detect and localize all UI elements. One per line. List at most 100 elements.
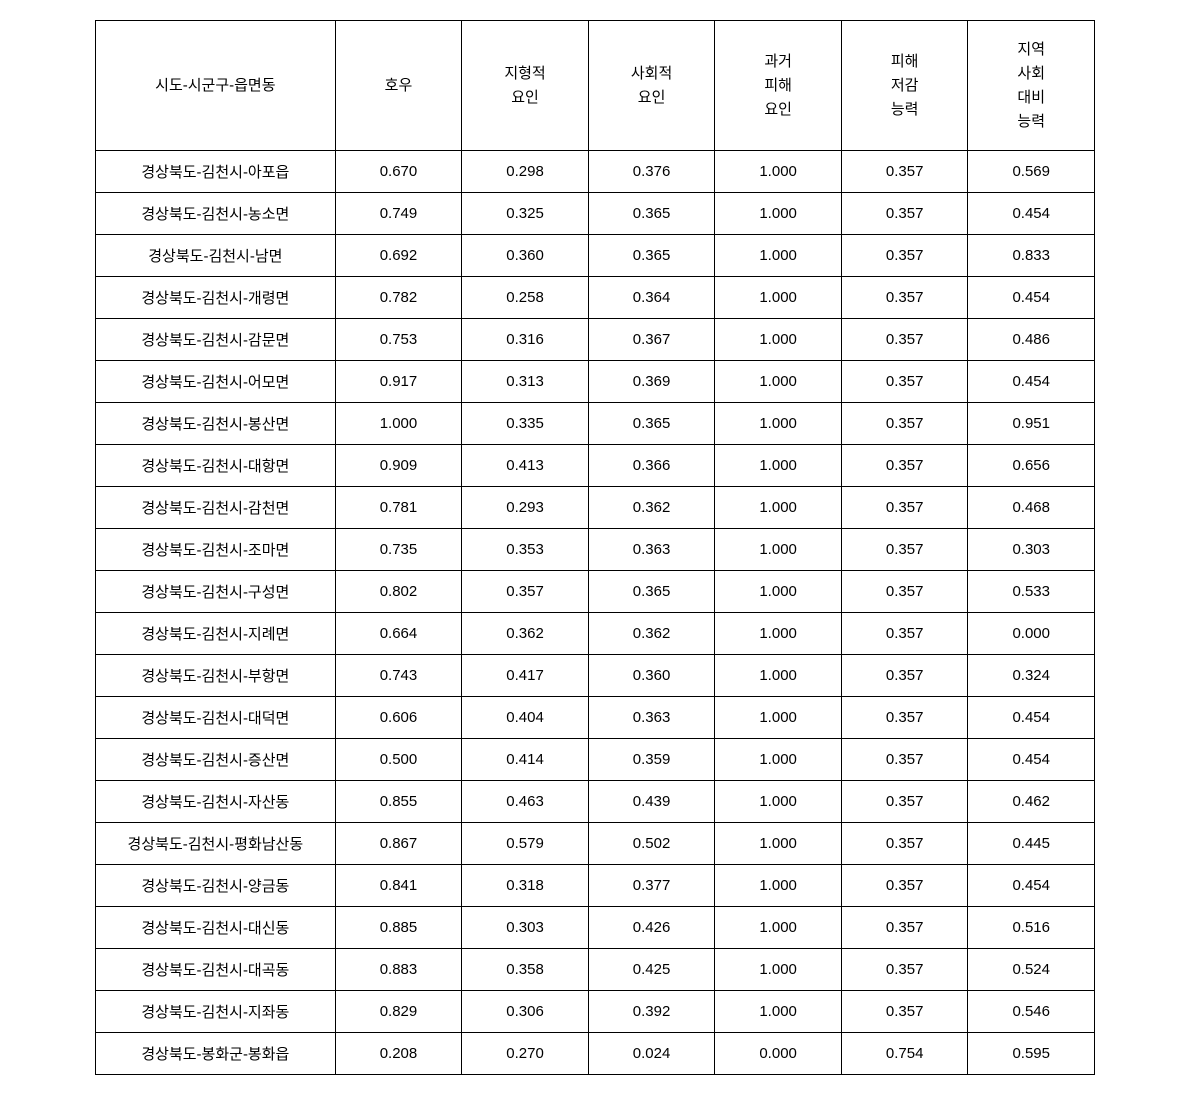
- table-row: 경상북도-김천시-대신동0.8850.3030.4261.0000.3570.5…: [96, 907, 1095, 949]
- header-c5: 피해 저감 능력: [841, 21, 968, 151]
- cell-c3: 0.365: [588, 235, 715, 277]
- cell-c1: 0.885: [335, 907, 462, 949]
- cell-c2: 0.306: [462, 991, 589, 1033]
- cell-c1: 0.208: [335, 1033, 462, 1075]
- cell-c2: 0.258: [462, 277, 589, 319]
- cell-c5: 0.357: [841, 529, 968, 571]
- header-c4: 과거 피해 요인: [715, 21, 842, 151]
- cell-c5: 0.357: [841, 991, 968, 1033]
- data-table: 시도-시군구-읍면동호우지형적 요인사회적 요인과거 피해 요인피해 저감 능력…: [95, 20, 1095, 1075]
- table-row: 경상북도-김천시-대덕면0.6060.4040.3631.0000.3570.4…: [96, 697, 1095, 739]
- cell-c4: 1.000: [715, 865, 842, 907]
- cell-c3: 0.362: [588, 487, 715, 529]
- table-row: 경상북도-김천시-감문면0.7530.3160.3671.0000.3570.4…: [96, 319, 1095, 361]
- cell-c1: 0.855: [335, 781, 462, 823]
- table-row: 경상북도-김천시-봉산면1.0000.3350.3651.0000.3570.9…: [96, 403, 1095, 445]
- cell-region: 경상북도-김천시-대항면: [96, 445, 336, 487]
- cell-c1: 0.500: [335, 739, 462, 781]
- cell-region: 경상북도-김천시-아포읍: [96, 151, 336, 193]
- cell-c1: 0.909: [335, 445, 462, 487]
- cell-c2: 0.313: [462, 361, 589, 403]
- cell-c3: 0.377: [588, 865, 715, 907]
- cell-c3: 0.362: [588, 613, 715, 655]
- table-row: 경상북도-김천시-구성면0.8020.3570.3651.0000.3570.5…: [96, 571, 1095, 613]
- cell-c1: 0.867: [335, 823, 462, 865]
- cell-c4: 1.000: [715, 823, 842, 865]
- cell-c5: 0.357: [841, 319, 968, 361]
- cell-c2: 0.414: [462, 739, 589, 781]
- cell-c6: 0.000: [968, 613, 1095, 655]
- cell-c3: 0.365: [588, 403, 715, 445]
- cell-c4: 0.000: [715, 1033, 842, 1075]
- cell-c4: 1.000: [715, 949, 842, 991]
- cell-c3: 0.360: [588, 655, 715, 697]
- cell-c4: 1.000: [715, 781, 842, 823]
- table-row: 경상북도-김천시-부항면0.7430.4170.3601.0000.3570.3…: [96, 655, 1095, 697]
- cell-c4: 1.000: [715, 403, 842, 445]
- cell-region: 경상북도-김천시-대신동: [96, 907, 336, 949]
- header-row: 시도-시군구-읍면동호우지형적 요인사회적 요인과거 피해 요인피해 저감 능력…: [96, 21, 1095, 151]
- cell-c2: 0.357: [462, 571, 589, 613]
- cell-c6: 0.486: [968, 319, 1095, 361]
- cell-c3: 0.376: [588, 151, 715, 193]
- cell-c4: 1.000: [715, 907, 842, 949]
- cell-c4: 1.000: [715, 277, 842, 319]
- cell-c6: 0.516: [968, 907, 1095, 949]
- cell-c3: 0.363: [588, 529, 715, 571]
- table-row: 경상북도-김천시-개령면0.7820.2580.3641.0000.3570.4…: [96, 277, 1095, 319]
- cell-c2: 0.404: [462, 697, 589, 739]
- cell-region: 경상북도-김천시-증산면: [96, 739, 336, 781]
- table-container: 시도-시군구-읍면동호우지형적 요인사회적 요인과거 피해 요인피해 저감 능력…: [95, 20, 1095, 1075]
- cell-c1: 0.692: [335, 235, 462, 277]
- cell-region: 경상북도-김천시-지좌동: [96, 991, 336, 1033]
- cell-c1: 1.000: [335, 403, 462, 445]
- cell-c2: 0.298: [462, 151, 589, 193]
- cell-c6: 0.468: [968, 487, 1095, 529]
- table-row: 경상북도-김천시-지좌동0.8290.3060.3921.0000.3570.5…: [96, 991, 1095, 1033]
- table-row: 경상북도-김천시-대항면0.9090.4130.3661.0000.3570.6…: [96, 445, 1095, 487]
- cell-c2: 0.360: [462, 235, 589, 277]
- cell-c2: 0.353: [462, 529, 589, 571]
- cell-c1: 0.829: [335, 991, 462, 1033]
- cell-c2: 0.579: [462, 823, 589, 865]
- cell-region: 경상북도-김천시-지례면: [96, 613, 336, 655]
- cell-c2: 0.463: [462, 781, 589, 823]
- header-c3: 사회적 요인: [588, 21, 715, 151]
- cell-c4: 1.000: [715, 193, 842, 235]
- cell-c5: 0.357: [841, 949, 968, 991]
- cell-c3: 0.502: [588, 823, 715, 865]
- cell-c3: 0.024: [588, 1033, 715, 1075]
- table-row: 경상북도-김천시-아포읍0.6700.2980.3761.0000.3570.5…: [96, 151, 1095, 193]
- cell-c2: 0.316: [462, 319, 589, 361]
- cell-c5: 0.357: [841, 697, 968, 739]
- cell-c4: 1.000: [715, 445, 842, 487]
- cell-c6: 0.569: [968, 151, 1095, 193]
- cell-c1: 0.841: [335, 865, 462, 907]
- cell-c3: 0.369: [588, 361, 715, 403]
- cell-c2: 0.293: [462, 487, 589, 529]
- cell-c3: 0.365: [588, 193, 715, 235]
- cell-c3: 0.439: [588, 781, 715, 823]
- cell-c1: 0.883: [335, 949, 462, 991]
- cell-region: 경상북도-김천시-조마면: [96, 529, 336, 571]
- cell-c5: 0.357: [841, 655, 968, 697]
- cell-region: 경상북도-김천시-감문면: [96, 319, 336, 361]
- table-row: 경상북도-김천시-어모면0.9170.3130.3691.0000.3570.4…: [96, 361, 1095, 403]
- cell-c4: 1.000: [715, 613, 842, 655]
- cell-c5: 0.754: [841, 1033, 968, 1075]
- cell-c6: 0.833: [968, 235, 1095, 277]
- cell-c6: 0.454: [968, 739, 1095, 781]
- cell-region: 경상북도-김천시-어모면: [96, 361, 336, 403]
- cell-c1: 0.802: [335, 571, 462, 613]
- cell-c3: 0.364: [588, 277, 715, 319]
- cell-c2: 0.413: [462, 445, 589, 487]
- header-region: 시도-시군구-읍면동: [96, 21, 336, 151]
- header-c1: 호우: [335, 21, 462, 151]
- cell-c4: 1.000: [715, 571, 842, 613]
- cell-c5: 0.357: [841, 865, 968, 907]
- cell-c6: 0.454: [968, 277, 1095, 319]
- table-row: 경상북도-김천시-조마면0.7350.3530.3631.0000.3570.3…: [96, 529, 1095, 571]
- cell-c1: 0.781: [335, 487, 462, 529]
- cell-c3: 0.425: [588, 949, 715, 991]
- cell-c4: 1.000: [715, 739, 842, 781]
